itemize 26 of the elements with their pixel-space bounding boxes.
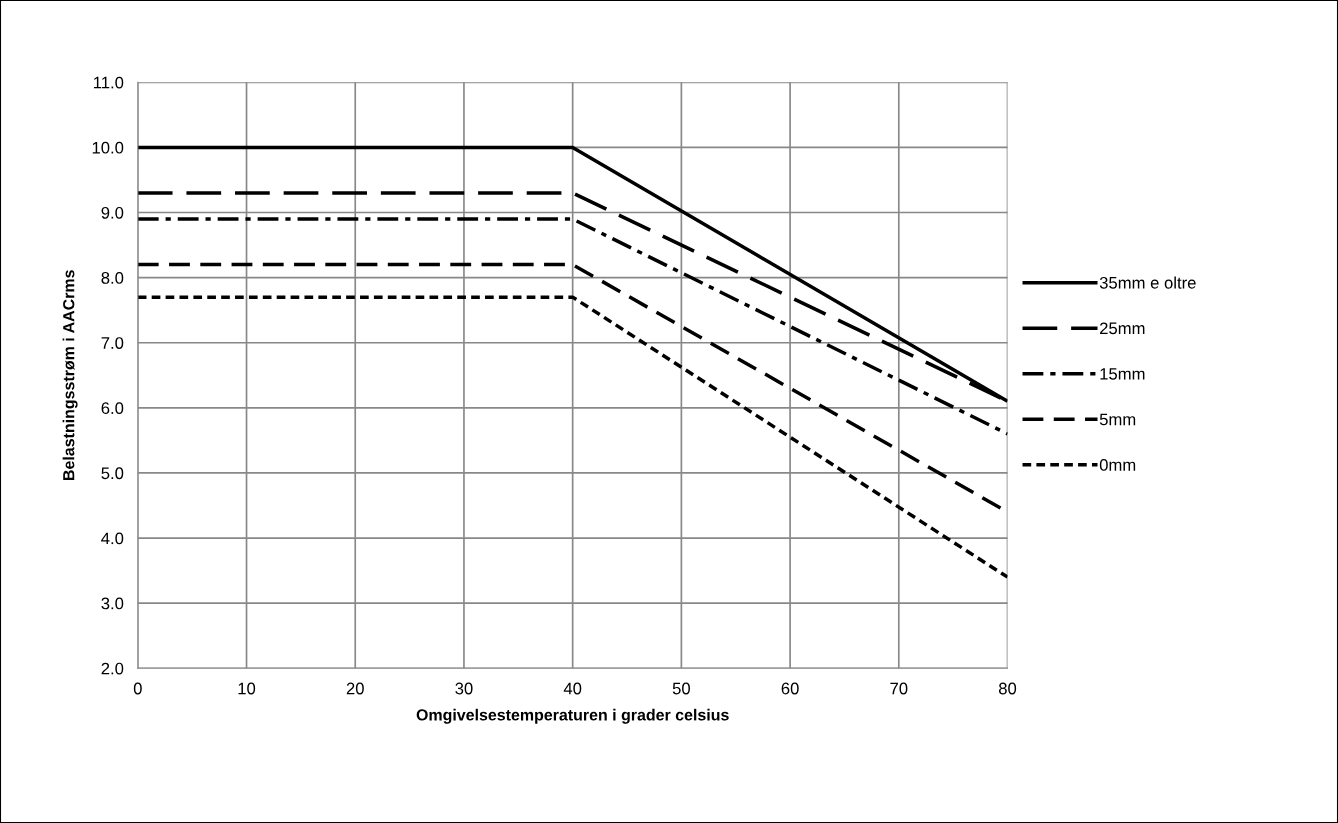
x-tick-label: 30 <box>455 682 473 695</box>
x-tick-label: 40 <box>563 682 582 695</box>
x-tick-label: 10 <box>238 682 256 695</box>
y-tick-label: 6.0 <box>101 402 124 415</box>
y-tick-label: 4.0 <box>101 532 124 545</box>
legend-label: 5mm <box>1099 413 1136 426</box>
x-axis-title: Omgivelsestemperaturen i grader celsius <box>416 708 729 724</box>
y-tick-label: 11.0 <box>93 76 124 89</box>
x-tick-label: 20 <box>346 682 364 695</box>
legend-label: 25mm <box>1100 322 1145 335</box>
x-tick-label: 70 <box>890 682 908 695</box>
legend-label: 15mm <box>1100 368 1145 380</box>
y-tick-label: 2.0 <box>101 662 124 675</box>
y-tick-label: 3.0 <box>101 597 124 610</box>
y-tick-label: 5.0 <box>101 467 124 480</box>
legend-label: 35mm e oltre <box>1099 276 1196 289</box>
x-tick-label: 0 <box>133 682 142 695</box>
x-tick-label: 80 <box>998 682 1017 695</box>
y-tick-label: 7.0 <box>101 337 124 349</box>
y-axis-title: Belastningsstrøm i AACrms <box>62 270 78 480</box>
y-tick-label: 8.0 <box>101 272 124 284</box>
x-tick-label: 50 <box>672 682 690 695</box>
y-tick-label: 10.0 <box>92 141 124 154</box>
legend-label: 0mm <box>1099 459 1136 471</box>
x-tick-label: 60 <box>781 682 799 695</box>
y-tick-label: 9.0 <box>101 206 124 219</box>
